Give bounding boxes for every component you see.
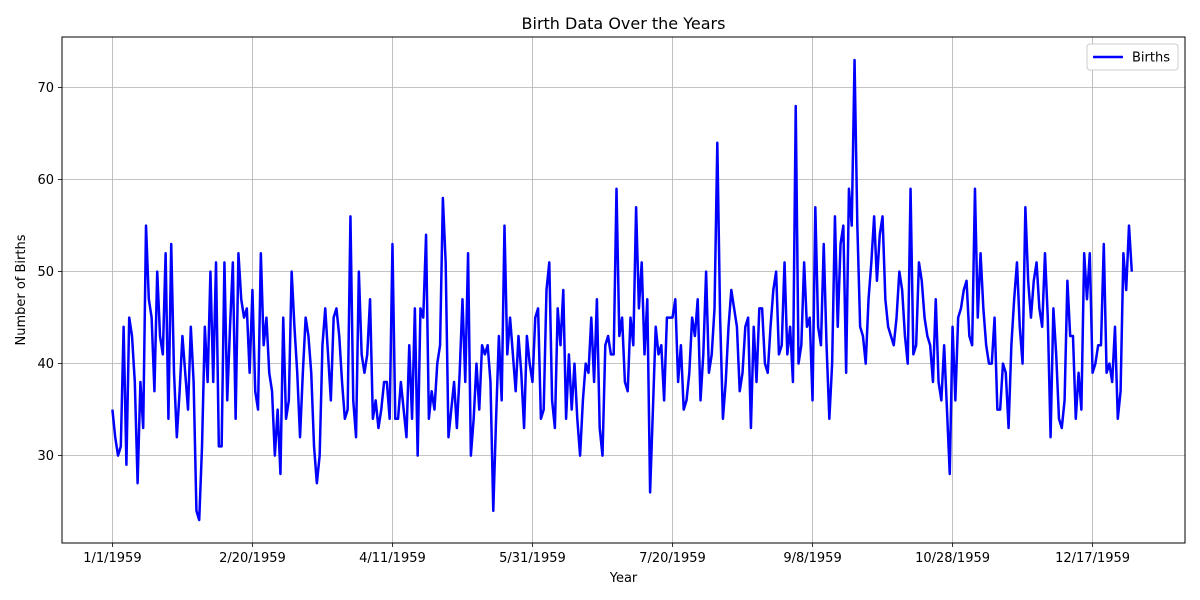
x-tick-label: 2/20/1959 <box>219 551 286 566</box>
x-axis: 1/1/1959 2/20/1959 4/11/1959 5/31/1959 7/20/… <box>83 543 1130 566</box>
x-tick-label: 5/31/1959 <box>499 551 566 566</box>
x-tick-label: 7/20/1959 <box>639 551 706 566</box>
chart-title: Birth Data Over the Years <box>522 14 726 33</box>
y-tick-label: 70 <box>37 81 54 96</box>
y-tick-label: 50 <box>37 265 54 280</box>
legend: Births <box>1086 43 1179 71</box>
x-axis-label: Year <box>609 571 638 586</box>
legend-label-births: Births <box>1132 51 1170 66</box>
x-tick-label: 1/1/1959 <box>83 551 141 566</box>
y-tick-label: 40 <box>37 357 54 372</box>
x-tick-label: 9/8/1959 <box>783 551 841 566</box>
y-tick-label: 30 <box>37 449 54 464</box>
y-axis: 30 40 50 60 70 <box>37 81 62 464</box>
x-tick-label: 4/11/1959 <box>359 551 426 566</box>
y-axis-label: Number of Births <box>14 234 29 345</box>
plot-area <box>111 58 1134 522</box>
grid <box>62 37 1185 543</box>
series-line-births <box>111 58 1134 522</box>
x-tick-label: 12/17/1959 <box>1055 551 1130 566</box>
x-tick-label: 10/28/1959 <box>915 551 990 566</box>
axes-frame <box>61 36 1186 544</box>
legend-box <box>1086 43 1179 71</box>
y-tick-label: 60 <box>37 173 54 188</box>
